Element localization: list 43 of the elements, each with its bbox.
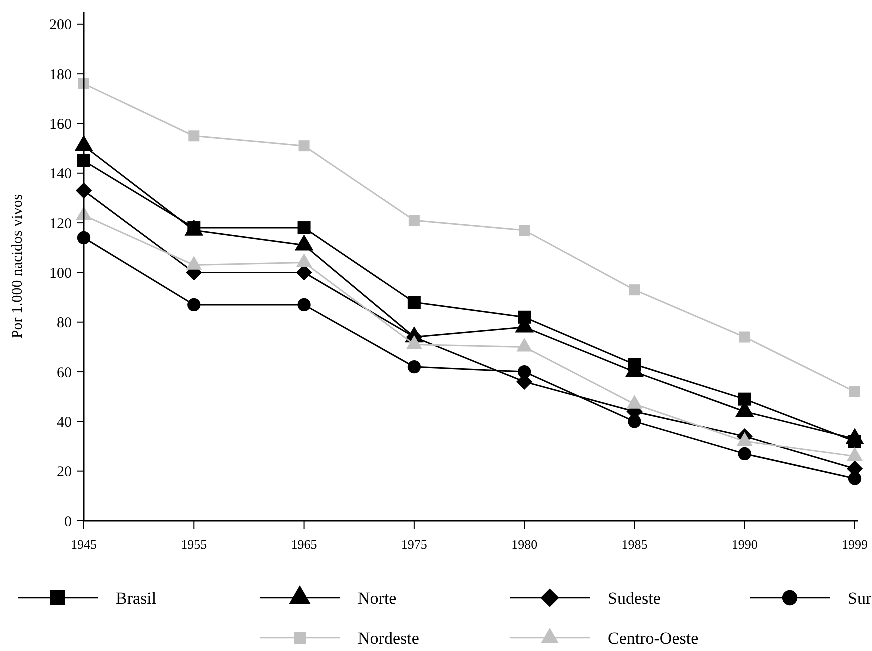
y-axis-title: Por 1.000 nacidos vivos	[10, 194, 26, 339]
point	[408, 296, 421, 309]
point	[519, 225, 530, 236]
y-tick-label: 200	[50, 18, 72, 34]
legend-label: Brasil	[116, 588, 157, 608]
x-tick-label: 1990	[732, 537, 758, 552]
point	[188, 298, 201, 312]
point	[628, 415, 642, 428]
x-tick-label: 1999	[842, 537, 868, 552]
point	[629, 284, 640, 296]
point	[738, 392, 752, 406]
legend-label: Sur	[848, 588, 872, 608]
point	[298, 140, 310, 152]
x-tick-label: 1965	[291, 537, 318, 552]
y-tick-label: 140	[50, 166, 72, 183]
x-tick-label: 1980	[512, 537, 538, 552]
point	[298, 298, 311, 312]
y-tick-label: 80	[57, 316, 72, 332]
y-tick-label: 160	[50, 116, 72, 133]
x-tick-label: 1955	[181, 537, 208, 552]
legend-label: Centro-Oeste	[608, 628, 699, 648]
x-tick-label: 1985	[622, 537, 648, 552]
legend-label: Sudeste	[608, 588, 661, 608]
point	[408, 215, 420, 226]
point	[848, 472, 862, 486]
legend-label: Nordeste	[358, 628, 420, 648]
y-tick-label: 100	[50, 266, 72, 282]
point	[739, 332, 750, 343]
y-tick-label: 20	[57, 464, 72, 481]
point	[518, 365, 532, 379]
legend-label: Norte	[358, 588, 397, 608]
x-tick-label: 1975	[401, 537, 428, 552]
point	[188, 130, 200, 142]
y-tick-label: 40	[57, 414, 72, 431]
x-tick-label: 1945	[71, 537, 97, 552]
point	[738, 447, 752, 461]
y-tick-label: 60	[57, 365, 72, 382]
y-tick-label: 120	[50, 216, 72, 232]
point	[298, 222, 311, 235]
y-tick-label: 180	[50, 67, 72, 84]
point	[408, 360, 421, 374]
y-tick-label: 0	[64, 514, 72, 530]
point	[850, 386, 860, 398]
